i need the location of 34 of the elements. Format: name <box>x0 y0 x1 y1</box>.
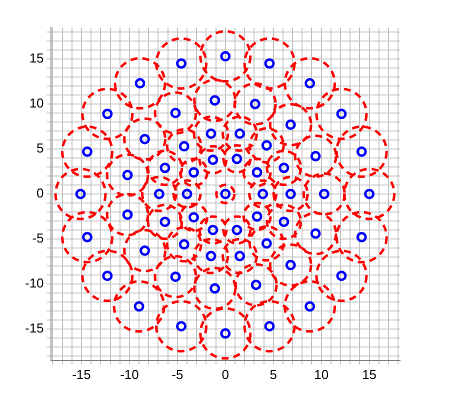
y-tick-label: -15 <box>24 320 44 336</box>
point <box>82 146 92 157</box>
point <box>176 58 187 69</box>
point <box>102 270 113 282</box>
point <box>304 301 316 312</box>
point <box>304 78 316 89</box>
y-tick-label: -5 <box>32 230 44 246</box>
y-tick-label: 10 <box>29 96 44 111</box>
point <box>336 270 347 282</box>
x-tick-label: 15 <box>362 366 377 382</box>
x-tick-label: 10 <box>314 366 329 382</box>
point <box>134 78 146 89</box>
point <box>134 301 144 312</box>
point <box>336 108 347 120</box>
y-tick-label: 15 <box>29 50 44 66</box>
y-tick-label: -10 <box>24 276 44 290</box>
point <box>264 58 275 69</box>
point <box>264 320 275 332</box>
x-tick-label: -5 <box>172 366 184 382</box>
x-tick-label: 0 <box>222 366 230 382</box>
point <box>75 188 86 200</box>
point <box>364 188 375 200</box>
point <box>176 320 187 332</box>
point <box>356 146 367 157</box>
x-tick-label: 5 <box>270 366 277 382</box>
x-tick-label: -10 <box>120 366 139 382</box>
point <box>220 328 231 339</box>
point <box>356 232 367 242</box>
point <box>220 51 231 62</box>
point <box>102 108 113 120</box>
y-tick-label: 5 <box>36 140 44 156</box>
x-tick-label: -15 <box>72 366 91 382</box>
point <box>82 232 92 242</box>
y-tick-label: 0 <box>36 186 44 201</box>
